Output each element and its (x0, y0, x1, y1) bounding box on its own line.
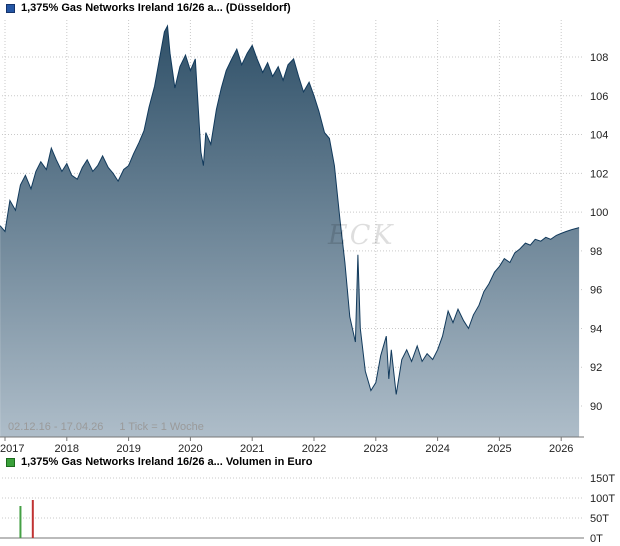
price-area (0, 26, 580, 437)
svg-text:96: 96 (590, 285, 602, 297)
svg-text:2020: 2020 (178, 443, 202, 455)
volume-chart-header: 1,375% Gas Networks Ireland 16/26 a... V… (6, 456, 312, 468)
price-x-labels: 2017 2018 2019 2020 2021 2022 2023 2024 2025 2026 (0, 443, 573, 455)
svg-text:50T: 50T (590, 513, 609, 525)
price-x-axis (0, 436, 584, 441)
svg-text:108: 108 (590, 52, 608, 64)
svg-text:2024: 2024 (425, 443, 449, 455)
svg-text:2017: 2017 (0, 443, 24, 455)
volume-chart-title: 1,375% Gas Networks Ireland 16/26 a... V… (21, 456, 313, 468)
price-chart-title: 1,375% Gas Networks Ireland 16/26 a... (… (21, 2, 291, 14)
svg-text:2025: 2025 (487, 443, 511, 455)
price-y-labels: 90 92 94 96 98 100 102 104 106 108 (590, 52, 608, 413)
price-chart-header: 1,375% Gas Networks Ireland 16/26 a... (… (6, 2, 291, 14)
svg-text:2018: 2018 (55, 443, 79, 455)
period-label: 02.12.16 - 17.04.26 1 Tick = 1 Woche (8, 421, 204, 433)
svg-text:0T: 0T (590, 533, 603, 545)
svg-text:90: 90 (590, 401, 602, 413)
volume-series-marker-icon (6, 457, 15, 467)
svg-text:98: 98 (590, 246, 602, 258)
volume-grid (0, 477, 584, 539)
watermark: ECK (328, 220, 395, 251)
svg-text:100T: 100T (590, 493, 615, 505)
svg-text:2022: 2022 (302, 443, 326, 455)
svg-text:150T: 150T (590, 473, 615, 485)
volume-y-labels: 0T 50T 100T 150T (590, 473, 615, 545)
price-series-marker-icon (6, 3, 15, 13)
svg-text:2019: 2019 (116, 443, 140, 455)
svg-text:2023: 2023 (364, 443, 388, 455)
svg-text:104: 104 (590, 130, 608, 142)
date-range-label: 02.12.16 - 17.04.26 (8, 421, 104, 433)
svg-text:102: 102 (590, 168, 608, 180)
svg-text:2021: 2021 (240, 443, 264, 455)
svg-text:106: 106 (590, 91, 608, 103)
svg-text:100: 100 (590, 207, 608, 219)
svg-text:94: 94 (590, 323, 602, 335)
svg-text:2026: 2026 (549, 443, 573, 455)
svg-text:92: 92 (590, 362, 602, 374)
volume-bars (19, 500, 34, 538)
price-line (0, 24, 580, 395)
tick-interval-label: 1 Tick = 1 Woche (119, 421, 204, 433)
